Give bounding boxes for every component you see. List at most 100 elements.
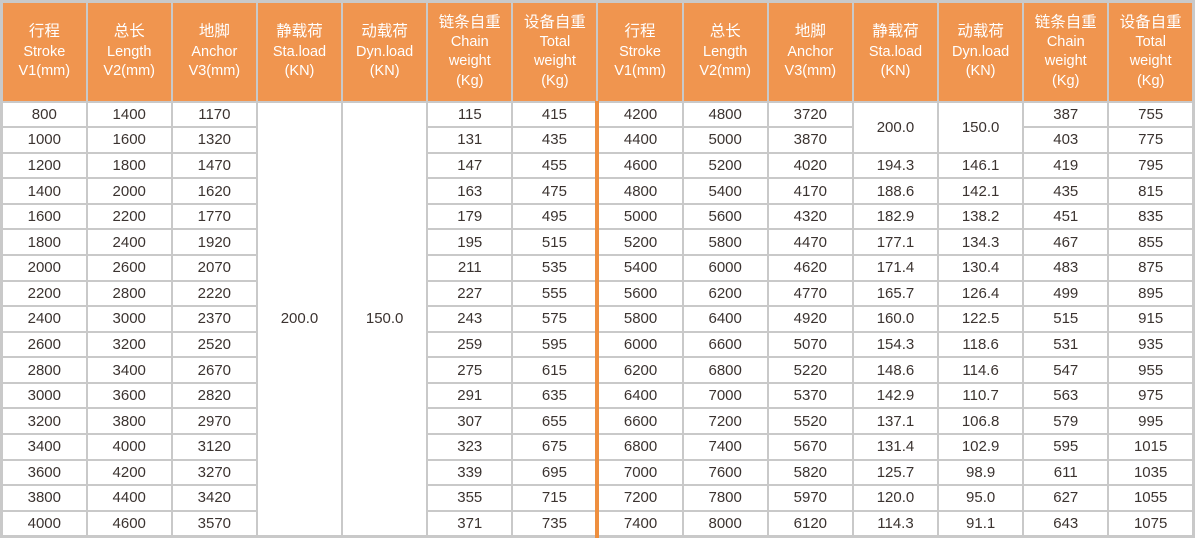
cell-right-sta-load-merged: 200.0 [851, 100, 940, 154]
header-label-line: V2(mm) [699, 62, 751, 79]
cell-left-stroke: 4000 [0, 509, 88, 538]
cell-left-chain-weight: 339 [426, 458, 514, 487]
cell-right-length: 7400 [681, 433, 769, 461]
cell-left-anchor: 2670 [170, 356, 258, 384]
cell-left-length: 2000 [85, 177, 173, 205]
header-left-sta-load: 静载荷 Sta.load (KN) [255, 0, 344, 103]
cell-right-dyn-load: 126.4 [937, 279, 1025, 308]
header-label-line: Length [703, 43, 748, 60]
cell-right-total-weight: 975 [1107, 381, 1195, 410]
cell-left-length: 1800 [85, 151, 173, 180]
cell-right-total-weight: 795 [1107, 151, 1195, 180]
cell-right-dyn-load: 130.4 [937, 253, 1025, 282]
header-label-line: (KN) [369, 62, 400, 79]
table-row: 1600 2200 1770 179 495 5000 5600 4320 182.9 138.2… [0, 202, 1195, 231]
header-label-line: Dyn.load [952, 43, 1010, 60]
cell-right-dyn-load: 91.1 [937, 509, 1025, 538]
table-row: 2800 3400 2670 275 615 6200 6800 5220 148.6 114.6… [0, 356, 1195, 384]
cell-right-anchor: 3720 [766, 100, 854, 129]
cell-right-dyn-load: 110.7 [937, 381, 1025, 410]
header-right-sta-load: 静载荷 Sta.load (KN) [851, 0, 940, 103]
header-label-line: 动载荷 [361, 23, 408, 41]
header-label-line: 总长 [709, 23, 741, 41]
cell-left-length: 1400 [85, 100, 173, 129]
cell-right-stroke: 4400 [595, 126, 684, 154]
header-right-dyn-load: 动载荷 Dyn.load (KN) [937, 0, 1025, 103]
cell-right-length: 6000 [681, 253, 769, 282]
cell-right-total-weight: 855 [1107, 228, 1195, 256]
cell-right-anchor: 4920 [766, 305, 854, 333]
cell-left-chain-weight: 227 [426, 279, 514, 308]
table-row: 2600 3200 2520 259 595 6000 6600 5070 154.3 118.6… [0, 330, 1195, 359]
cell-right-chain-weight: 451 [1022, 202, 1110, 231]
cell-right-chain-weight: 627 [1022, 484, 1110, 512]
cell-right-total-weight: 1075 [1107, 509, 1195, 538]
header-label-line: 地脚 [198, 23, 230, 41]
cell-left-stroke: 1200 [0, 151, 88, 180]
cell-left-total-weight: 735 [511, 509, 599, 538]
cell-right-sta-load: 131.4 [851, 433, 940, 461]
header-label-line: V3(mm) [188, 62, 241, 79]
header-label-line: V2(mm) [103, 62, 155, 79]
cell-right-anchor: 5370 [766, 381, 854, 410]
header-label-line: weight [533, 53, 576, 70]
cell-left-total-weight: 555 [511, 279, 599, 308]
header-label-line: Total [1135, 34, 1166, 51]
cell-right-sta-load: 114.3 [851, 509, 940, 538]
cell-right-total-weight: 815 [1107, 177, 1195, 205]
header-right-stroke: 行程 Stroke V1(mm) [596, 0, 684, 103]
header-label-line: (Kg) [541, 72, 569, 89]
cell-right-chain-weight: 515 [1022, 305, 1110, 333]
cell-right-length: 7000 [681, 381, 769, 410]
cell-left-stroke: 1400 [0, 177, 88, 205]
cell-right-anchor: 4770 [766, 279, 854, 308]
header-label-line: Sta.load [272, 43, 327, 60]
cell-right-chain-weight: 435 [1022, 177, 1110, 205]
cell-right-stroke: 5600 [595, 279, 684, 308]
cell-left-stroke: 3000 [0, 381, 88, 410]
header-right-anchor: 地脚 Anchor V3(mm) [766, 0, 854, 103]
header-label-line: Chain [450, 34, 489, 51]
table-row: 4000 4600 3570 371 735 7400 8000 6120 114.3 91.1 6… [0, 509, 1195, 538]
cell-left-total-weight: 615 [511, 356, 599, 384]
cell-left-anchor: 1920 [170, 228, 258, 256]
header-label-line: Stroke [23, 43, 66, 60]
cell-left-chain-weight: 147 [426, 151, 514, 180]
header-right-chain-weight: 链条自重 Chain weight (Kg) [1022, 0, 1110, 103]
cell-left-anchor: 3570 [170, 509, 258, 538]
cell-left-chain-weight: 195 [426, 228, 514, 256]
table-row: 2200 2800 2220 227 555 5600 6200 4770 165.7 126.4… [0, 279, 1195, 308]
cell-left-anchor: 3120 [170, 433, 258, 461]
cell-left-stroke: 800 [0, 100, 88, 129]
header-label-line: Anchor [191, 43, 238, 60]
cell-left-total-weight: 655 [511, 407, 599, 435]
cell-right-sta-load: 154.3 [851, 330, 940, 359]
cell-left-chain-weight: 115 [426, 100, 514, 129]
cell-right-chain-weight: 403 [1022, 126, 1110, 154]
table-row: 1800 2400 1920 195 515 5200 5800 4470 177.1 134.3… [0, 228, 1195, 256]
header-left-total-weight: 设备自重 Total weight (Kg) [511, 0, 599, 103]
cell-right-total-weight: 1035 [1107, 458, 1195, 487]
cell-right-length: 7600 [681, 458, 769, 487]
header-label-line: Dyn.load [356, 43, 414, 60]
cell-right-total-weight: 775 [1107, 126, 1195, 154]
cell-left-length: 4400 [85, 484, 173, 512]
header-label-line: Stroke [619, 43, 662, 60]
cell-left-stroke: 3800 [0, 484, 88, 512]
cell-left-stroke: 3600 [0, 458, 88, 487]
header-left-anchor: 地脚 Anchor V3(mm) [170, 0, 258, 103]
cell-right-anchor: 5670 [766, 433, 854, 461]
cell-right-stroke: 6200 [595, 356, 684, 384]
cell-right-total-weight: 1015 [1107, 433, 1195, 461]
cell-right-dyn-load: 122.5 [937, 305, 1025, 333]
cell-left-length: 3200 [85, 330, 173, 359]
cell-right-length: 5800 [681, 228, 769, 256]
header-label-line: Chain [1046, 34, 1085, 51]
header-right-length: 总长 Length V2(mm) [681, 0, 769, 103]
cell-right-total-weight: 835 [1107, 202, 1195, 231]
cell-left-chain-weight: 243 [426, 305, 514, 333]
cell-right-anchor: 5520 [766, 407, 854, 435]
cell-right-chain-weight: 579 [1022, 407, 1110, 435]
header-left-dyn-load: 动载荷 Dyn.load (KN) [341, 0, 429, 103]
header-label-line: (Kg) [1136, 72, 1165, 89]
